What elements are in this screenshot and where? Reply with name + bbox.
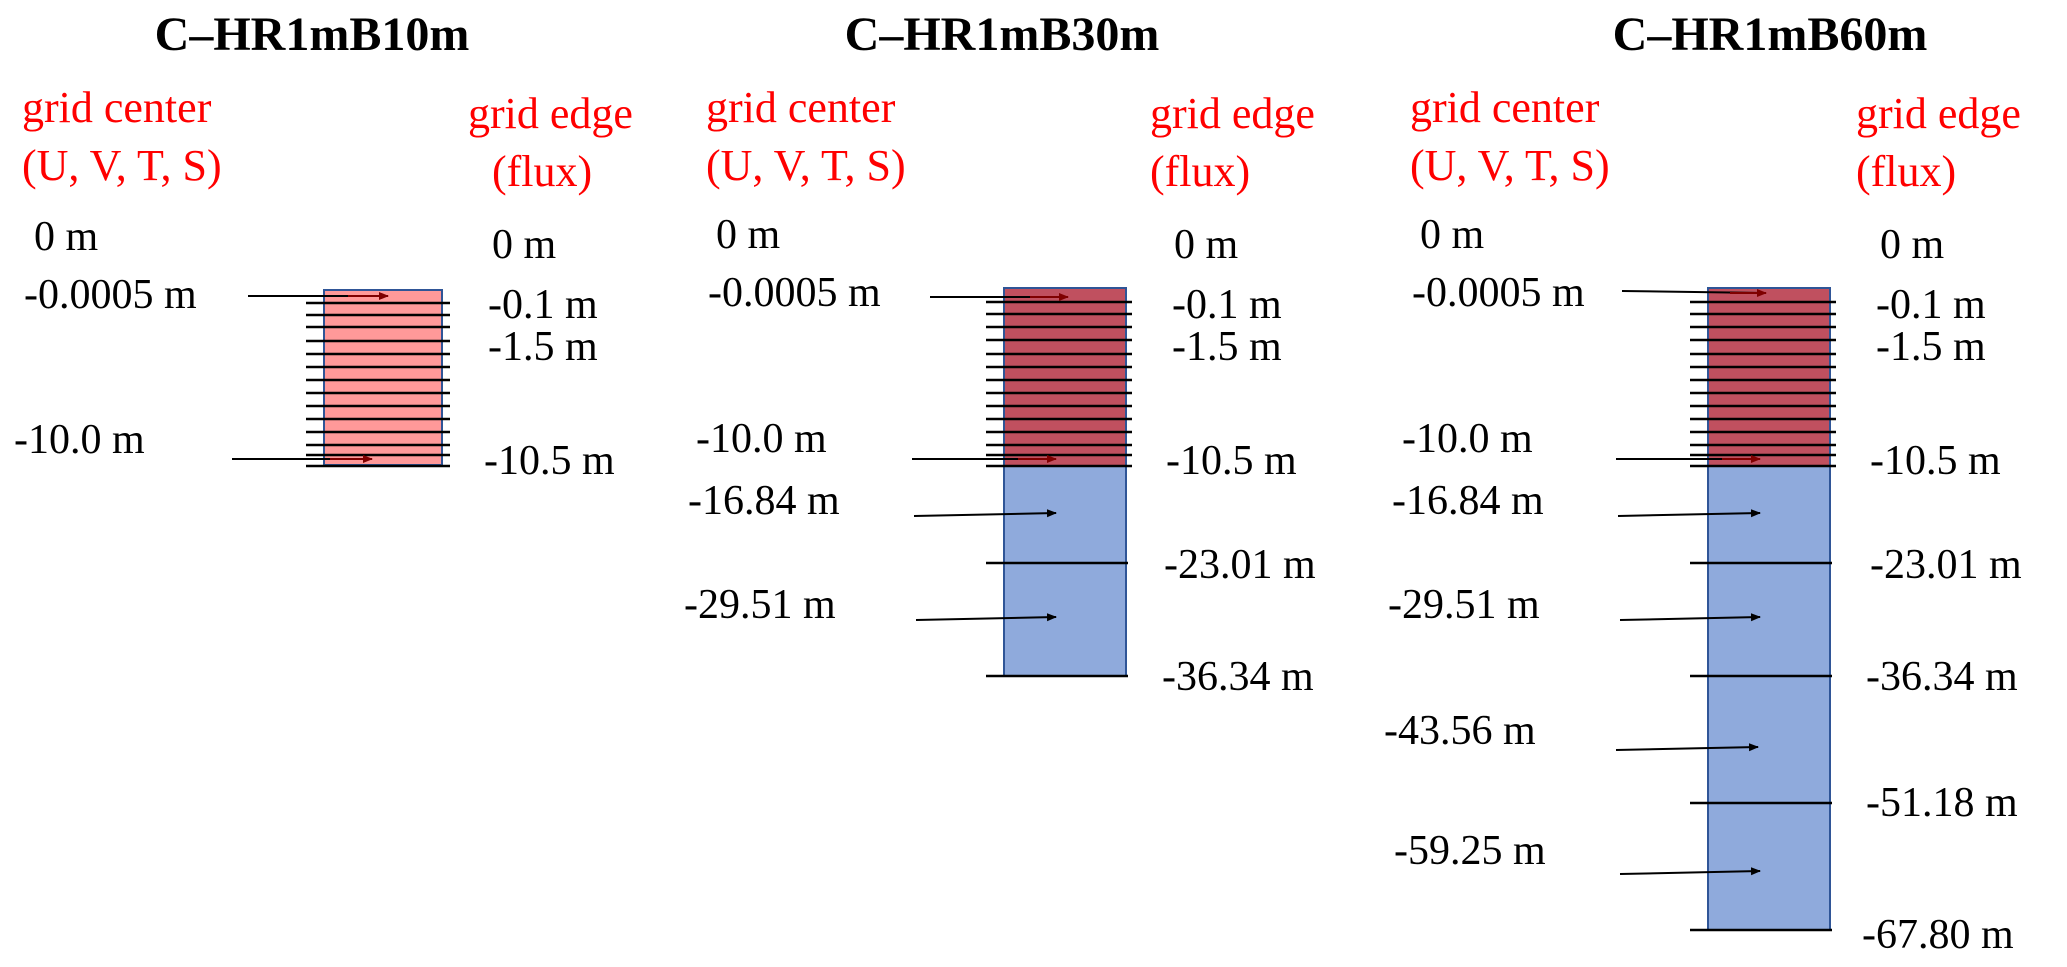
center-label: -43.56 m — [1384, 708, 1536, 754]
fine-grid-lines — [1690, 300, 1836, 932]
edge-label: -1.5 m — [1172, 324, 1282, 370]
grid-edge-flux-label: (flux) — [1150, 147, 1250, 196]
edge-top-label: 0 m — [492, 222, 557, 268]
edge-label: -1.5 m — [488, 324, 598, 370]
center-label: -10.0 m — [696, 416, 827, 462]
grid-edge-label: grid edge — [1856, 89, 2021, 138]
center-top-label: 0 m — [716, 212, 781, 258]
edge-label: -23.01 m — [1870, 542, 2022, 588]
panel-3: C–HR1mB60m grid center (U, V, T, S) grid… — [1384, 8, 2022, 958]
center-top-label: 0 m — [1420, 212, 1485, 258]
edge-label: -36.34 m — [1866, 654, 2018, 700]
grid-edge-flux-label: (flux) — [492, 147, 592, 196]
grid-center-label: grid center — [22, 83, 212, 132]
edge-label: -51.18 m — [1866, 780, 2018, 826]
center-label: -0.0005 m — [708, 270, 881, 316]
arrow — [1615, 743, 1759, 752]
grid-center-vars-label: (U, V, T, S) — [706, 141, 906, 190]
center-label: -10.0 m — [1402, 416, 1533, 462]
center-label: -29.51 m — [1388, 582, 1540, 628]
panel-title: C–HR1mB60m — [1613, 8, 1928, 61]
grid-center-label: grid center — [1410, 83, 1600, 132]
edge-label: -23.01 m — [1164, 542, 1316, 588]
grid-center-vars-label: (U, V, T, S) — [1410, 141, 1610, 190]
edge-label: -67.80 m — [1862, 912, 2014, 958]
upper-grid-box — [1003, 287, 1127, 467]
grid-edge-flux-label: (flux) — [1856, 147, 1956, 196]
upper-grid-box — [323, 289, 443, 466]
center-label: -29.51 m — [684, 582, 836, 628]
center-label: -59.25 m — [1394, 828, 1546, 874]
center-label: -10.0 m — [14, 417, 145, 463]
grid-edge-label: grid edge — [1150, 89, 1315, 138]
fine-grid-lines — [986, 300, 1132, 678]
edge-label: -36.34 m — [1162, 654, 1314, 700]
lower-grid-box — [1707, 465, 1831, 931]
grid-center-vars-label: (U, V, T, S) — [22, 141, 222, 190]
arrow — [1617, 509, 1761, 518]
arrow — [1619, 613, 1761, 622]
edge-label: -10.5 m — [1870, 438, 2001, 484]
panel-2: C–HR1mB30m grid center (U, V, T, S) grid… — [684, 8, 1316, 700]
lower-grid-box — [1003, 465, 1127, 677]
edge-label: -0.1 m — [1172, 282, 1282, 328]
fine-grid-lines — [306, 301, 450, 468]
edge-label: -10.5 m — [1166, 438, 1297, 484]
edge-label: -10.5 m — [484, 438, 615, 484]
grid-center-label: grid center — [706, 83, 896, 132]
upper-grid-box — [1707, 287, 1831, 467]
edge-label: -1.5 m — [1876, 324, 1986, 370]
grid-edge-label: grid edge — [468, 89, 633, 138]
arrow — [915, 613, 1057, 622]
center-top-label: 0 m — [34, 214, 99, 260]
center-label: -0.0005 m — [24, 272, 197, 318]
edge-label: -0.1 m — [488, 282, 598, 328]
arrow — [913, 509, 1057, 518]
center-label: -16.84 m — [688, 478, 840, 524]
center-label: -16.84 m — [1392, 478, 1544, 524]
panel-title: C–HR1mB30m — [845, 8, 1160, 61]
center-label: -0.0005 m — [1412, 270, 1585, 316]
panel-1: C–HR1mB10m grid center (U, V, T, S) grid… — [14, 8, 633, 484]
edge-top-label: 0 m — [1880, 222, 1945, 268]
edge-label: -0.1 m — [1876, 282, 1986, 328]
panel-title: C–HR1mB10m — [155, 8, 470, 61]
edge-top-label: 0 m — [1174, 222, 1239, 268]
arrow — [1619, 867, 1761, 876]
